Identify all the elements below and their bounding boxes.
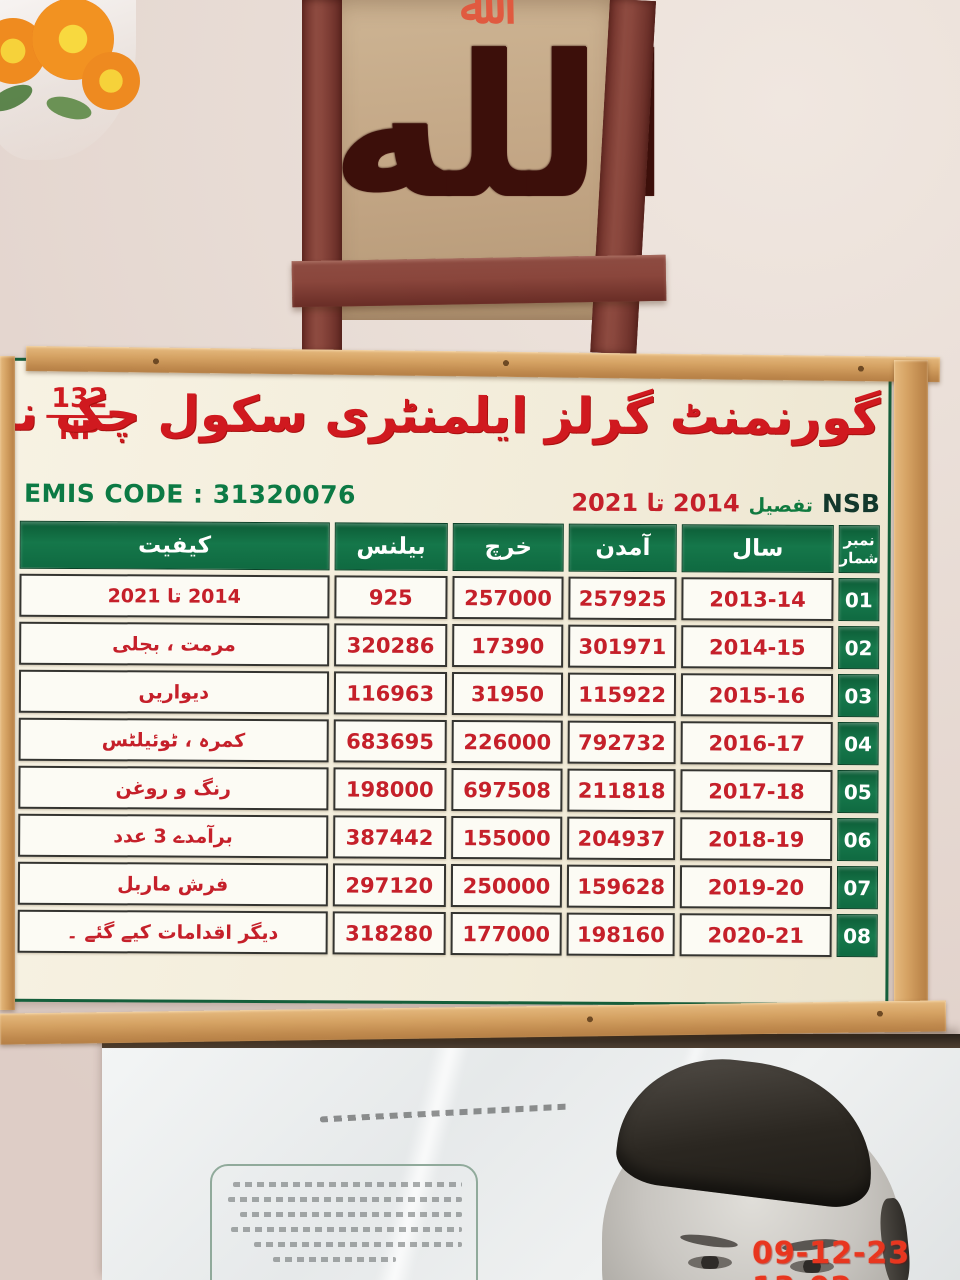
cell-description: فرش ماربل xyxy=(17,861,328,907)
table-row: فرش ماربل 297120 250000 159628 2019-20 0… xyxy=(17,861,879,910)
cell-serial: 08 xyxy=(836,914,878,958)
col-header-year: سال xyxy=(681,524,834,574)
cell-description: برآمدے 3 عدد xyxy=(18,813,328,859)
cell-year: 2020-21 xyxy=(679,913,832,958)
marigold-flower xyxy=(82,52,140,110)
col-header-expense: خرچ xyxy=(452,523,564,572)
cell-description: کمرہ ، ٹوئیلٹس xyxy=(18,717,329,763)
cell-income: 198160 xyxy=(566,912,676,957)
cell-balance: 198000 xyxy=(332,767,447,811)
cell-balance: 387442 xyxy=(332,815,447,859)
col-header-balance: بیلنس xyxy=(334,522,448,571)
cell-serial: 03 xyxy=(837,674,880,718)
cell-serial: 06 xyxy=(836,818,879,862)
table-row: مرمت ، بجلی 320286 17390 301971 2014-15 … xyxy=(19,621,880,670)
school-title: گورنمنٹ گرلز ایلمنٹری سکول چک نمبر xyxy=(0,384,881,447)
cell-year: 2016-17 xyxy=(680,721,833,766)
portrait-eye xyxy=(688,1256,732,1269)
frame-crossbar xyxy=(291,254,667,308)
cell-balance: 925 xyxy=(333,575,448,619)
cell-description: 2014 تا 2021 xyxy=(19,573,330,619)
cell-balance: 116963 xyxy=(333,671,448,715)
emis-code: EMIS CODE : 31320076 xyxy=(23,478,357,510)
cell-expense: 226000 xyxy=(451,720,563,764)
script-line xyxy=(254,1242,462,1247)
cell-serial: 04 xyxy=(837,722,879,766)
nsb-year-range: 2014 تا 2021 xyxy=(571,488,740,518)
cell-expense: 31950 xyxy=(451,672,564,716)
cell-income: 115922 xyxy=(567,672,677,717)
cell-year: 2014-15 xyxy=(681,625,834,670)
table-row: کمرہ ، ٹوئیلٹس 683695 226000 792732 2016… xyxy=(18,717,879,766)
calligraphy-frame: ﷲ الله xyxy=(291,0,670,358)
allah-calligraphy-text: الله xyxy=(330,14,670,242)
cell-income: 159628 xyxy=(566,864,676,909)
cell-expense: 697508 xyxy=(451,768,563,812)
script-line xyxy=(230,1227,462,1232)
table-row: دیگر اقدامات کیے گئے ۔ 318280 177000 198… xyxy=(17,909,878,958)
cell-expense: 257000 xyxy=(452,576,564,620)
nsb-detail-line: 2014 تا 2021 تفصیل NSB xyxy=(571,488,880,519)
nsb-code-label: NSB xyxy=(821,488,881,519)
flower-decoration xyxy=(0,0,140,160)
cell-expense: 155000 xyxy=(451,816,563,860)
cell-serial: 02 xyxy=(837,626,880,670)
cell-income: 211818 xyxy=(567,768,676,813)
nsb-detail-word: تفصیل xyxy=(748,494,814,517)
jinnah-portrait xyxy=(530,1048,960,1280)
cell-balance: 320286 xyxy=(333,623,448,667)
cell-income: 792732 xyxy=(567,720,677,765)
cell-description: دیگر اقدامات کیے گئے ۔ xyxy=(17,909,328,955)
cell-income: 204937 xyxy=(567,816,676,861)
cell-balance: 297120 xyxy=(332,863,447,907)
table-row: برآمدے 3 عدد 387442 155000 204937 2018-1… xyxy=(18,813,879,862)
col-header-income: آمدن xyxy=(568,523,678,573)
script-line xyxy=(273,1257,396,1262)
wood-strip-left xyxy=(0,356,15,1010)
cell-description: رنگ و روغن xyxy=(18,765,329,811)
cell-year: 2015-16 xyxy=(681,673,833,718)
poster-text-box xyxy=(210,1164,478,1280)
table-row: رنگ و روغن 198000 697508 211818 2017-18 … xyxy=(18,765,879,814)
cell-income: 257925 xyxy=(568,576,677,621)
wood-strip-right xyxy=(894,360,928,1026)
cell-serial: 01 xyxy=(838,578,880,622)
cell-year: 2017-18 xyxy=(680,769,833,814)
cell-expense: 177000 xyxy=(450,912,562,956)
finance-table: کیفیت بیلنس خرچ آمدن سال نمبر شمار 2014 … xyxy=(17,520,880,962)
nsb-notice-board: 132 NP گورنمنٹ گرلز ایلمنٹری سکول چک نمب… xyxy=(0,357,892,1007)
portrait-eye xyxy=(790,1260,834,1273)
cell-year: 2013-14 xyxy=(681,577,834,622)
col-header-serial: نمبر شمار xyxy=(838,525,880,574)
cell-expense: 250000 xyxy=(450,864,563,908)
cell-year: 2019-20 xyxy=(680,865,832,910)
cell-year: 2018-19 xyxy=(680,817,833,862)
cell-serial: 05 xyxy=(837,770,879,814)
camera-timestamp: 09-12-23 13:02 xyxy=(752,1236,911,1280)
table-header-row: کیفیت بیلنس خرچ آمدن سال نمبر شمار xyxy=(19,520,880,574)
cell-description: دیواریں xyxy=(18,669,329,715)
cell-serial: 07 xyxy=(836,866,879,910)
cell-balance: 683695 xyxy=(333,719,447,763)
leaf-shape xyxy=(0,79,37,117)
cell-expense: 17390 xyxy=(452,624,564,668)
cell-description: مرمت ، بجلی xyxy=(19,621,329,667)
table-row: دیواریں 116963 31950 115922 2015-16 03 xyxy=(18,669,880,718)
calligraphy-accent-mark: ﷲ xyxy=(460,0,488,34)
col-header-description: کیفیت xyxy=(19,520,330,571)
quaid-poster xyxy=(102,1034,960,1280)
script-line xyxy=(228,1197,462,1202)
poster-body xyxy=(102,1048,960,1280)
cell-balance: 318280 xyxy=(332,911,446,955)
table-row: 2014 تا 2021 925 257000 257925 2013-14 0… xyxy=(19,573,880,622)
cell-income: 301971 xyxy=(568,624,677,669)
script-line xyxy=(233,1182,462,1187)
script-line xyxy=(240,1212,462,1217)
